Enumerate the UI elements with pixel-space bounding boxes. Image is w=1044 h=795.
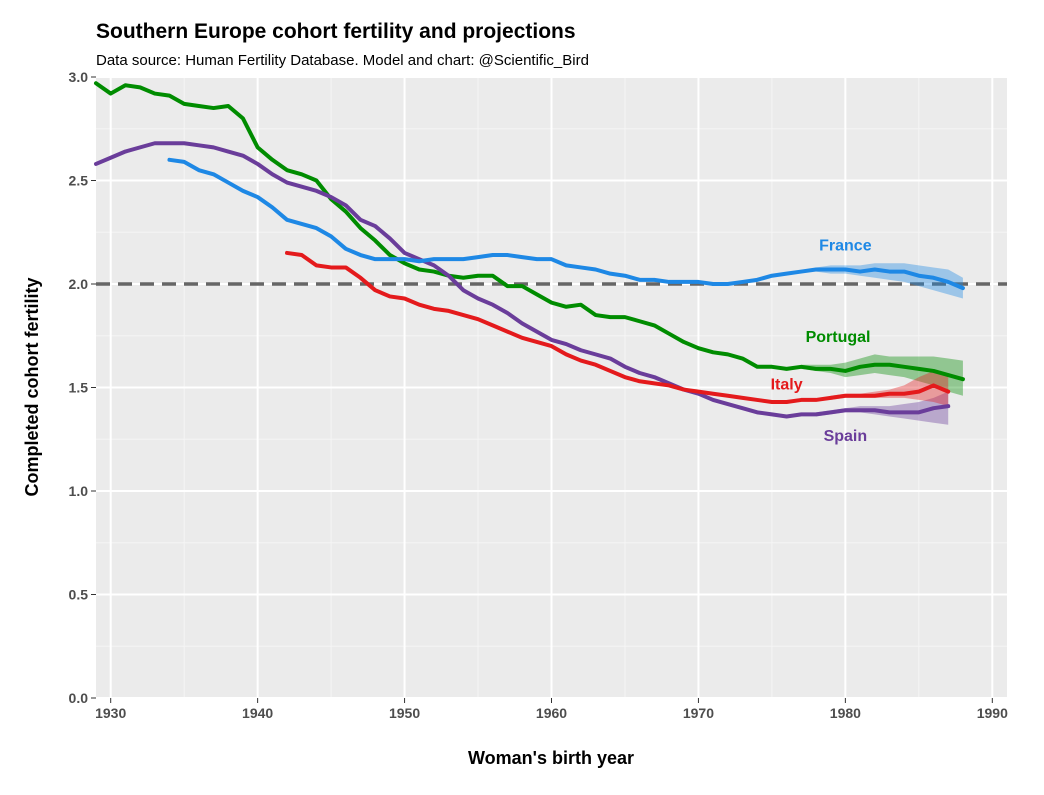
x-axis-ticks: 1930 1940 1950 1960 1970 1980 1990 <box>95 698 1008 721</box>
x-tick-label: 1940 <box>242 705 273 721</box>
y-tick-label: 2.0 <box>69 276 89 292</box>
y-tick-label: 0.0 <box>69 690 89 706</box>
line-france <box>167 157 965 291</box>
y-tick-label: 0.5 <box>69 587 89 603</box>
y-axis-title: Completed cohort fertility <box>22 277 42 496</box>
y-tick-label: 2.5 <box>69 173 89 189</box>
series-labels: Portugal Spain Italy France <box>771 238 872 445</box>
band-portugal <box>801 354 963 396</box>
x-axis-title: Woman's birth year <box>468 748 634 768</box>
line-spain <box>94 141 951 419</box>
grid-lines <box>96 76 1007 699</box>
label-italy: Italy <box>771 376 803 393</box>
chart-subtitle: Data source: Human Fertility Database. M… <box>96 52 589 69</box>
series-lines <box>94 81 965 419</box>
label-spain: Spain <box>824 428 868 445</box>
x-tick-label: 1960 <box>536 705 567 721</box>
line-portugal <box>94 81 965 382</box>
x-tick-label: 1970 <box>683 705 714 721</box>
band-spain <box>815 391 949 425</box>
y-tick-label: 1.0 <box>69 483 89 499</box>
y-tick-label: 3.0 <box>69 69 89 85</box>
x-tick-label: 1990 <box>977 705 1008 721</box>
x-tick-label: 1980 <box>830 705 861 721</box>
line-italy <box>285 250 951 404</box>
x-tick-label: 1930 <box>95 705 126 721</box>
label-portugal: Portugal <box>806 329 871 346</box>
chart-title: Southern Europe cohort fertility and pro… <box>96 20 576 43</box>
label-france: France <box>819 238 872 255</box>
x-tick-label: 1950 <box>389 705 420 721</box>
y-tick-label: 1.5 <box>69 380 89 396</box>
y-axis-ticks: 0.0 0.5 1.0 1.5 2.0 2.5 3.0 <box>69 69 96 706</box>
